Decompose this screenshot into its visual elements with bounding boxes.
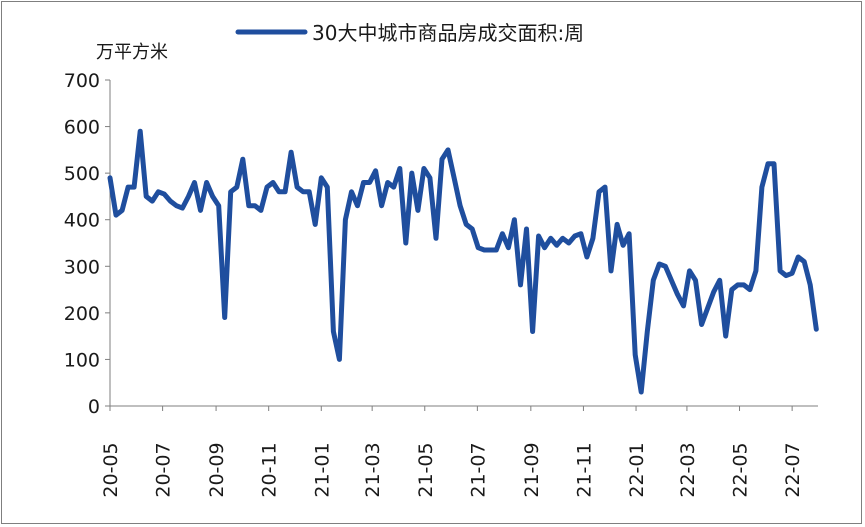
- x-axis: 20-05 20-07 20-09 20-11 21-01 21-03 21-05 21-07…: [100, 406, 804, 498]
- x-tick-label: 21-11: [573, 442, 595, 497]
- x-tick-label: 20-09: [206, 442, 228, 497]
- x-tick-label: 20-07: [153, 442, 175, 497]
- y-tick-label: 0: [88, 396, 100, 418]
- y-tick-label: 400: [64, 210, 100, 232]
- x-tick-label: 22-07: [782, 442, 804, 497]
- legend: 30大中城市商品房成交面积:周: [235, 21, 584, 45]
- x-tick-label: 22-05: [730, 442, 752, 497]
- x-tick-label: 21-09: [521, 442, 543, 497]
- series-layer: [107, 128, 819, 395]
- x-tick-label: 21-05: [415, 442, 437, 497]
- x-tick-label: 22-01: [626, 442, 648, 497]
- y-axis: 0 100 200 300 400 500 600 700: [64, 70, 110, 418]
- x-tick-label: 20-05: [100, 442, 122, 497]
- y-tick-label: 500: [64, 163, 100, 185]
- series-line-0: [107, 128, 819, 395]
- legend-label: 30大中城市商品房成交面积:周: [312, 21, 584, 45]
- y-tick-label: 100: [64, 349, 100, 371]
- x-tick-label: 21-07: [467, 442, 489, 497]
- y-tick-label: 600: [64, 117, 100, 139]
- y-tick-label: 200: [64, 303, 100, 325]
- x-tick-label: 20-11: [259, 442, 281, 497]
- y-tick-label: 700: [64, 70, 100, 92]
- x-tick-label: 21-03: [362, 442, 384, 497]
- y-axis-unit-label: 万平方米: [96, 42, 168, 63]
- y-tick-label: 300: [64, 256, 100, 278]
- x-tick-label: 22-03: [677, 442, 699, 497]
- x-tick-label: 21-01: [311, 442, 333, 497]
